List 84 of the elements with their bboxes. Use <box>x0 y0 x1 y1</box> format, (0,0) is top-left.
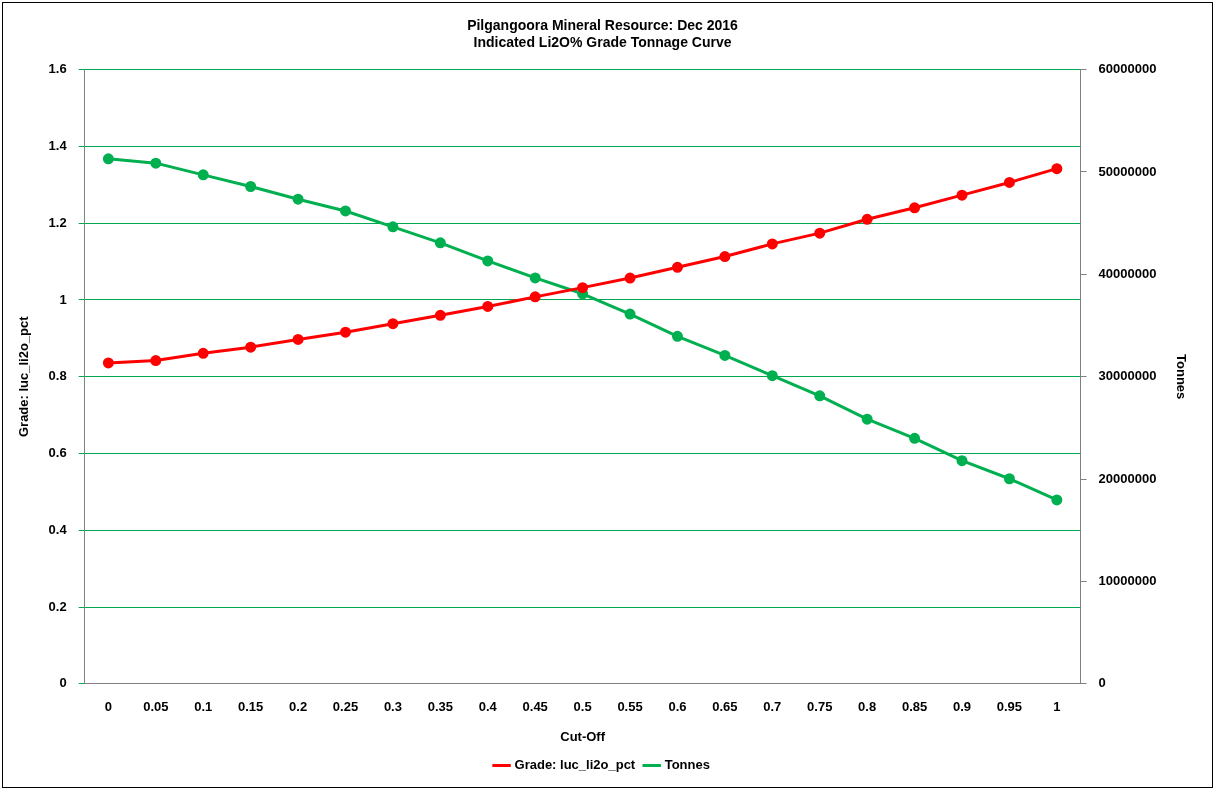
point <box>529 272 541 284</box>
point <box>292 193 304 205</box>
y-tick-label: 0 <box>59 675 67 691</box>
point <box>719 349 731 361</box>
point <box>624 272 636 284</box>
point <box>434 237 446 249</box>
point <box>909 432 921 444</box>
point <box>766 370 778 382</box>
point <box>292 333 304 345</box>
x-tick-label: 0.75 <box>807 699 833 715</box>
point <box>1051 163 1063 175</box>
point <box>434 309 446 321</box>
point <box>245 181 257 192</box>
y-tick-label: 1.2 <box>48 214 67 230</box>
point <box>956 455 968 467</box>
point <box>861 413 873 425</box>
y-tick-label: 0.4 <box>48 521 68 537</box>
point <box>245 341 257 353</box>
x-tick-label: 1 <box>1053 699 1061 715</box>
point <box>766 238 778 250</box>
y2-tick-label: 20000000 <box>1098 470 1157 486</box>
point <box>1003 473 1015 485</box>
y2-tick-label: 10000000 <box>1098 573 1157 589</box>
y2-tick-label: 0 <box>1098 675 1106 691</box>
point <box>529 291 541 303</box>
x-tick-label: 0.7 <box>763 699 782 715</box>
point <box>624 308 636 320</box>
x-tick-label: 0.2 <box>289 699 308 715</box>
point <box>671 261 683 273</box>
point <box>861 213 873 225</box>
point <box>719 251 731 263</box>
x-tick-label: 0.95 <box>996 699 1023 715</box>
chart-title: Pilgangoora Mineral Resource: Dec 2016 Indicated Li2O% Grade Tonnage Curve <box>467 17 739 51</box>
x-tick-label: 0.8 <box>858 699 877 715</box>
point <box>387 221 399 233</box>
y2-tick-label: 40000000 <box>1098 265 1157 281</box>
legend-label: Grade: luc_li2o_pct <box>514 757 636 773</box>
x-tick-label: 0.05 <box>143 699 169 715</box>
point <box>340 205 351 217</box>
point <box>150 157 162 169</box>
x-tick-label: 0.45 <box>522 699 548 715</box>
y2-tick-label: 30000000 <box>1098 368 1157 384</box>
point <box>102 357 114 369</box>
x-tick-label: 0.15 <box>238 699 264 715</box>
y-tick-label: 0.6 <box>48 445 67 461</box>
y-tick-label: 0.8 <box>48 368 67 384</box>
point <box>909 202 921 214</box>
x-tick-label: 0.35 <box>427 699 453 715</box>
point <box>814 390 826 402</box>
x-tick-label: 0.4 <box>478 699 498 715</box>
y-tick-label: 1.6 <box>48 61 67 77</box>
point <box>671 330 683 342</box>
point <box>577 282 589 294</box>
x-tick-label: 0.5 <box>573 699 592 715</box>
point <box>1003 176 1015 188</box>
y-axis-title: Grade: luc_li2o_pct <box>16 315 32 438</box>
x-tick-label: 0.85 <box>901 699 928 715</box>
x-tick-label: 0.3 <box>383 699 402 715</box>
point <box>197 347 209 359</box>
point <box>482 255 494 267</box>
x-tick-label: 0.1 <box>194 699 213 715</box>
point <box>340 326 351 338</box>
y-tick-label: 1 <box>59 291 67 307</box>
x-axis-title: Cut-Off <box>560 728 606 744</box>
x-tick-label: 0.9 <box>952 699 972 715</box>
x-tick-label: 0.25 <box>332 699 359 715</box>
point <box>956 189 968 201</box>
y2-axis-title: Tonnes <box>1173 354 1189 400</box>
x-tick-label: 0.65 <box>712 699 738 715</box>
x-tick-label: 0 <box>104 699 112 715</box>
y-tick-label: 1.4 <box>48 137 68 153</box>
point <box>387 318 399 330</box>
point <box>1051 494 1063 506</box>
x-tick-label: 0.6 <box>668 699 687 715</box>
point <box>482 300 494 312</box>
y2-tick-label: 50000000 <box>1098 163 1157 179</box>
y2-tick-label: 60000000 <box>1098 61 1157 77</box>
legend-label: Tonnes <box>664 757 710 773</box>
x-tick-label: 0.55 <box>617 699 643 715</box>
point <box>102 153 114 165</box>
point <box>814 227 826 239</box>
y-tick-label: 0.2 <box>48 598 67 614</box>
point <box>197 169 209 181</box>
point <box>150 355 162 367</box>
